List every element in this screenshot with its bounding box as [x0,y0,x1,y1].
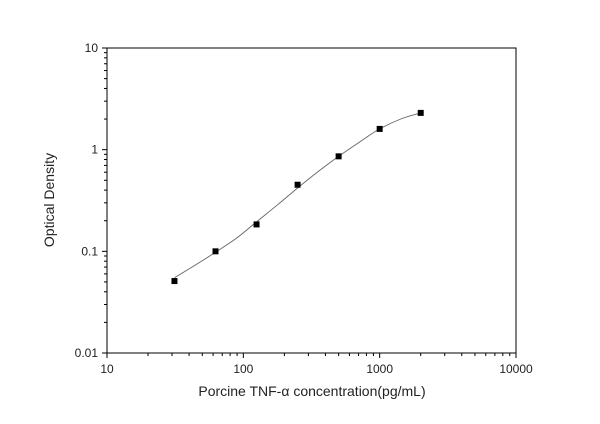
fit-curve [174,112,421,279]
tick-labels: 10 100 1000 10000 0.01 0.1 1 10 [75,41,533,376]
data-point [417,109,424,116]
x-tick-label: 1000 [366,362,393,376]
data-point [335,153,342,160]
y-tick-label: 10 [85,41,99,55]
x-tick-label: 10000 [499,362,533,376]
ticks [102,47,517,358]
data-points [171,109,424,285]
data-point [376,125,383,132]
axes [106,47,517,354]
x-tick-label: 100 [233,362,253,376]
data-point [253,221,260,228]
data-point [294,181,301,188]
y-axis-title: Optical Density [41,153,57,247]
data-point [212,248,219,255]
x-axis-title: Porcine TNF-α concentration(pg/mL) [198,383,425,399]
y-tick-label: 0.1 [81,244,98,258]
data-point [171,278,178,285]
plot-frame [106,47,517,354]
y-tick-label: 0.01 [75,346,99,360]
y-tick-label: 1 [91,143,98,157]
x-tick-label: 10 [100,362,114,376]
